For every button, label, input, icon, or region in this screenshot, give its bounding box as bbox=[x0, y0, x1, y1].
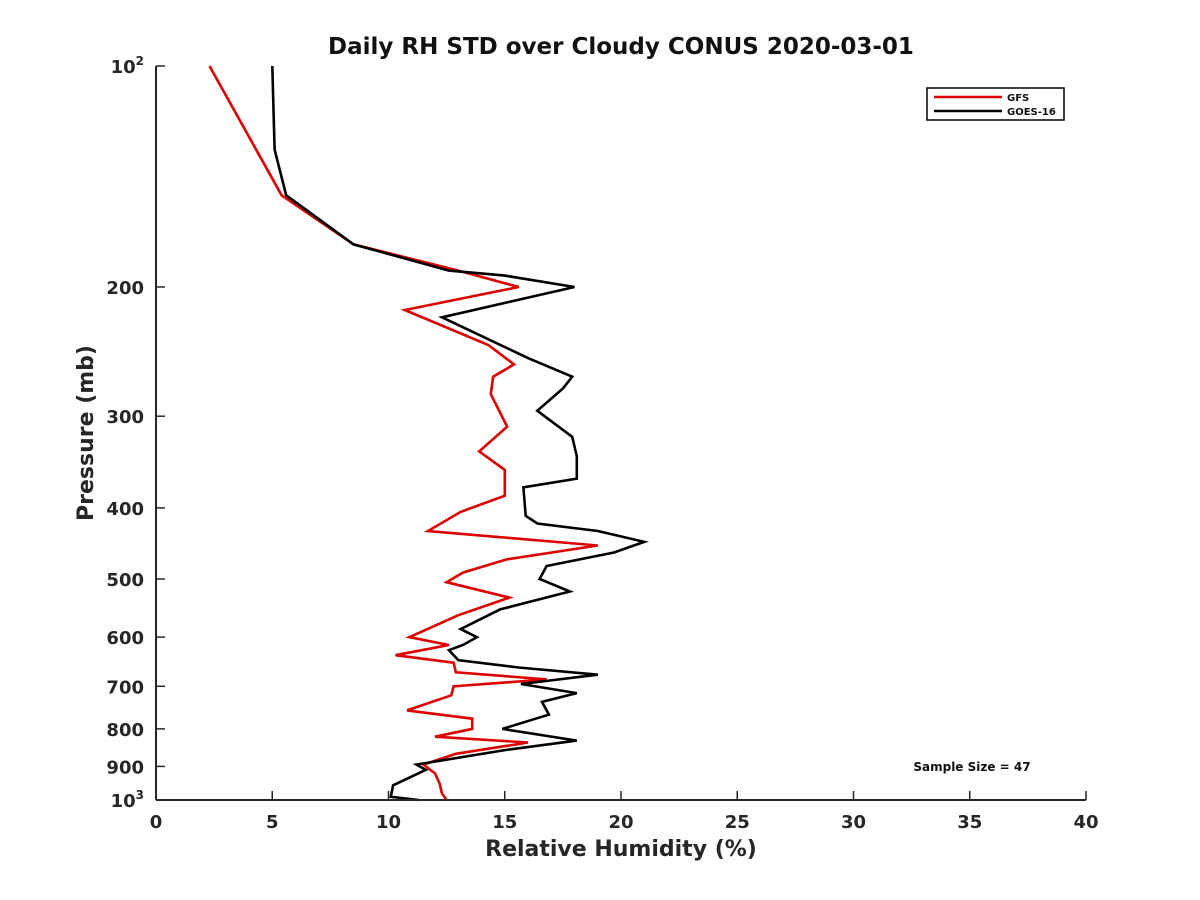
x-tick-label-5: 25 bbox=[725, 812, 750, 833]
legend: GFS GOES-16 bbox=[926, 87, 1065, 121]
x-tick-label-0: 0 bbox=[150, 812, 163, 833]
x-tick-label-1: 5 bbox=[266, 812, 279, 833]
y-tick-label-3: 400 bbox=[106, 499, 144, 520]
y-tick-label-6: 700 bbox=[106, 677, 144, 698]
x-tick-label-8: 40 bbox=[1073, 812, 1098, 833]
y-tick-label-2: 300 bbox=[106, 407, 144, 428]
x-ticks: 0 5 10 15 20 25 30 35 40 bbox=[150, 791, 1099, 833]
series-line-gfs bbox=[208, 65, 598, 801]
legend-label-gfs: GFS bbox=[1007, 93, 1029, 104]
x-axis-label: Relative Humidity (%) bbox=[485, 837, 757, 862]
y-tick-label-9: 103 bbox=[111, 788, 144, 812]
series-line-goes16 bbox=[271, 65, 649, 802]
y-axis-label: Pressure (mb) bbox=[74, 345, 99, 521]
legend-box bbox=[926, 87, 1065, 121]
y-tick-label-0: 102 bbox=[111, 54, 144, 78]
y-tick-label-7: 800 bbox=[106, 720, 144, 741]
y-tick-label-4: 500 bbox=[106, 570, 144, 591]
y-tick-label-8: 900 bbox=[106, 757, 144, 778]
legend-label-goes16: GOES-16 bbox=[1007, 107, 1056, 118]
x-tick-label-6: 30 bbox=[841, 812, 866, 833]
y-ticks: 102 200 300 400 500 600 700 800 900 103 bbox=[106, 54, 165, 812]
x-tick-label-2: 10 bbox=[376, 812, 401, 833]
y-tick-label-5: 600 bbox=[106, 628, 144, 649]
plot-lines bbox=[208, 65, 649, 802]
x-tick-label-4: 20 bbox=[608, 812, 633, 833]
sample-size-annotation: Sample Size = 47 bbox=[913, 760, 1030, 774]
x-tick-label-7: 35 bbox=[957, 812, 982, 833]
y-tick-label-1: 200 bbox=[106, 278, 144, 299]
chart-title: Daily RH STD over Cloudy CONUS 2020-03-0… bbox=[328, 34, 914, 60]
x-tick-label-3: 15 bbox=[492, 812, 517, 833]
